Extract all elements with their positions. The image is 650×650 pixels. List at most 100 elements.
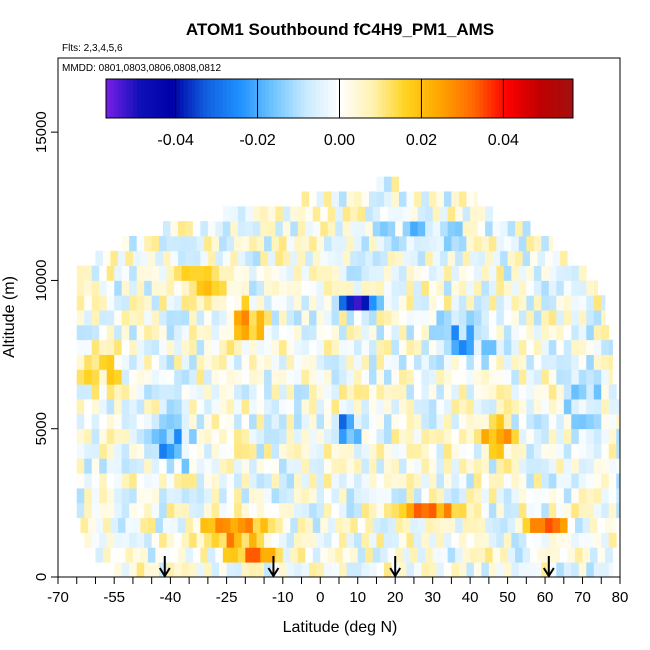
heatmap-cell (249, 369, 257, 385)
heatmap-cell (578, 384, 587, 400)
heatmap-cell (121, 369, 130, 385)
heatmap-cell (368, 295, 377, 311)
heatmap-cell (556, 354, 565, 370)
heatmap-cell (518, 532, 527, 548)
heatmap-cell (91, 354, 100, 370)
heatmap-cell (383, 413, 392, 430)
heatmap-cell (297, 206, 306, 222)
heatmap-cell (129, 310, 138, 326)
heatmap-cell (241, 502, 250, 519)
heatmap-cell (436, 443, 445, 459)
heatmap-cell (383, 265, 392, 281)
heatmap-cell (219, 310, 227, 326)
heatmap-cell (462, 547, 471, 563)
heatmap-cell (136, 532, 145, 548)
heatmap-cell (372, 547, 381, 563)
heatmap-cell (496, 562, 505, 578)
heatmap-cell (279, 354, 287, 370)
heatmap-cell (339, 265, 347, 281)
heatmap-cell (548, 413, 557, 430)
heatmap-cell (496, 324, 505, 341)
heatmap-cell (234, 502, 242, 519)
heatmap-cell (279, 324, 287, 341)
heatmap-cell (406, 443, 415, 459)
heatmap-cell (608, 428, 617, 444)
x-tick-label: -10 (272, 589, 294, 606)
heatmap-cell (601, 458, 610, 474)
heatmap-cell (110, 517, 119, 533)
heatmap-cell (496, 295, 505, 311)
heatmap-cell (473, 488, 482, 504)
heatmap-cell (189, 339, 198, 355)
heatmap-cell (361, 310, 370, 326)
heatmap-cell (496, 339, 505, 355)
heatmap-cell (473, 191, 479, 207)
heatmap-cell (601, 310, 606, 326)
heatmap-cell (507, 547, 516, 563)
heatmap-cell (301, 532, 310, 548)
heatmap-cell (346, 443, 355, 459)
heatmap-cell (526, 265, 535, 281)
heatmap-cell (481, 399, 490, 415)
heatmap-cell (241, 369, 250, 385)
heatmap-cell (279, 473, 287, 489)
heatmap-cell (267, 517, 276, 533)
heatmap-cell (466, 443, 475, 459)
heatmap-cell (331, 235, 340, 252)
heatmap-cell (432, 221, 441, 237)
colorbar-segment (172, 79, 177, 118)
heatmap-cell (114, 399, 123, 415)
heatmap-cell (548, 265, 557, 281)
heatmap-cell (241, 265, 250, 281)
heatmap-cell (339, 532, 347, 548)
heatmap-cell (398, 339, 407, 355)
heatmap-cell (211, 502, 220, 519)
heatmap-cell (353, 295, 362, 311)
heatmap-cell (413, 502, 422, 519)
heatmap-cell (327, 517, 336, 533)
heatmap-cell (496, 280, 505, 296)
heatmap-cell (541, 532, 550, 548)
heatmap-cell (99, 532, 108, 548)
heatmap-cell (511, 310, 520, 326)
heatmap-cell (496, 354, 505, 370)
heatmap-cell (533, 235, 542, 252)
heatmap-cell (91, 428, 100, 444)
heatmap-cell (192, 221, 201, 237)
heatmap-cell (189, 502, 198, 519)
heatmap-cell (601, 428, 610, 444)
heatmap-cell (316, 562, 325, 578)
heatmap-cell (129, 399, 138, 415)
heatmap-cell (339, 428, 347, 444)
heatmap-cell (151, 265, 160, 281)
heatmap-cell (436, 458, 445, 474)
heatmap-cell (436, 280, 445, 296)
heatmap-cell (398, 428, 407, 444)
heatmap-cell (316, 339, 325, 355)
heatmap-cell (147, 250, 156, 266)
heatmap-cell (541, 384, 550, 400)
heatmap-cell (106, 399, 115, 415)
heatmap-cell (406, 369, 415, 385)
heatmap-cell (189, 443, 198, 459)
heatmap-cell (339, 473, 347, 489)
heatmap-cell (383, 339, 392, 355)
heatmap-cell (368, 502, 377, 519)
heatmap-cell (256, 502, 265, 519)
heatmap-cell (301, 354, 310, 370)
heatmap-cell (586, 488, 595, 504)
heatmap-cell (219, 265, 227, 281)
heatmap-cell (593, 532, 602, 548)
heatmap-cell (466, 399, 475, 415)
heatmap-cell (518, 413, 527, 430)
heatmap-cell (301, 428, 310, 444)
heatmap-cell (282, 547, 291, 563)
heatmap-cell (339, 354, 347, 370)
heatmap-cell (473, 502, 482, 519)
heatmap-cell (136, 369, 145, 385)
heatmap-cell (500, 517, 508, 533)
heatmap-cell (114, 265, 123, 281)
colorbar-segment (199, 79, 204, 118)
heatmap-cell (106, 413, 115, 430)
heatmap-cell (331, 473, 340, 489)
